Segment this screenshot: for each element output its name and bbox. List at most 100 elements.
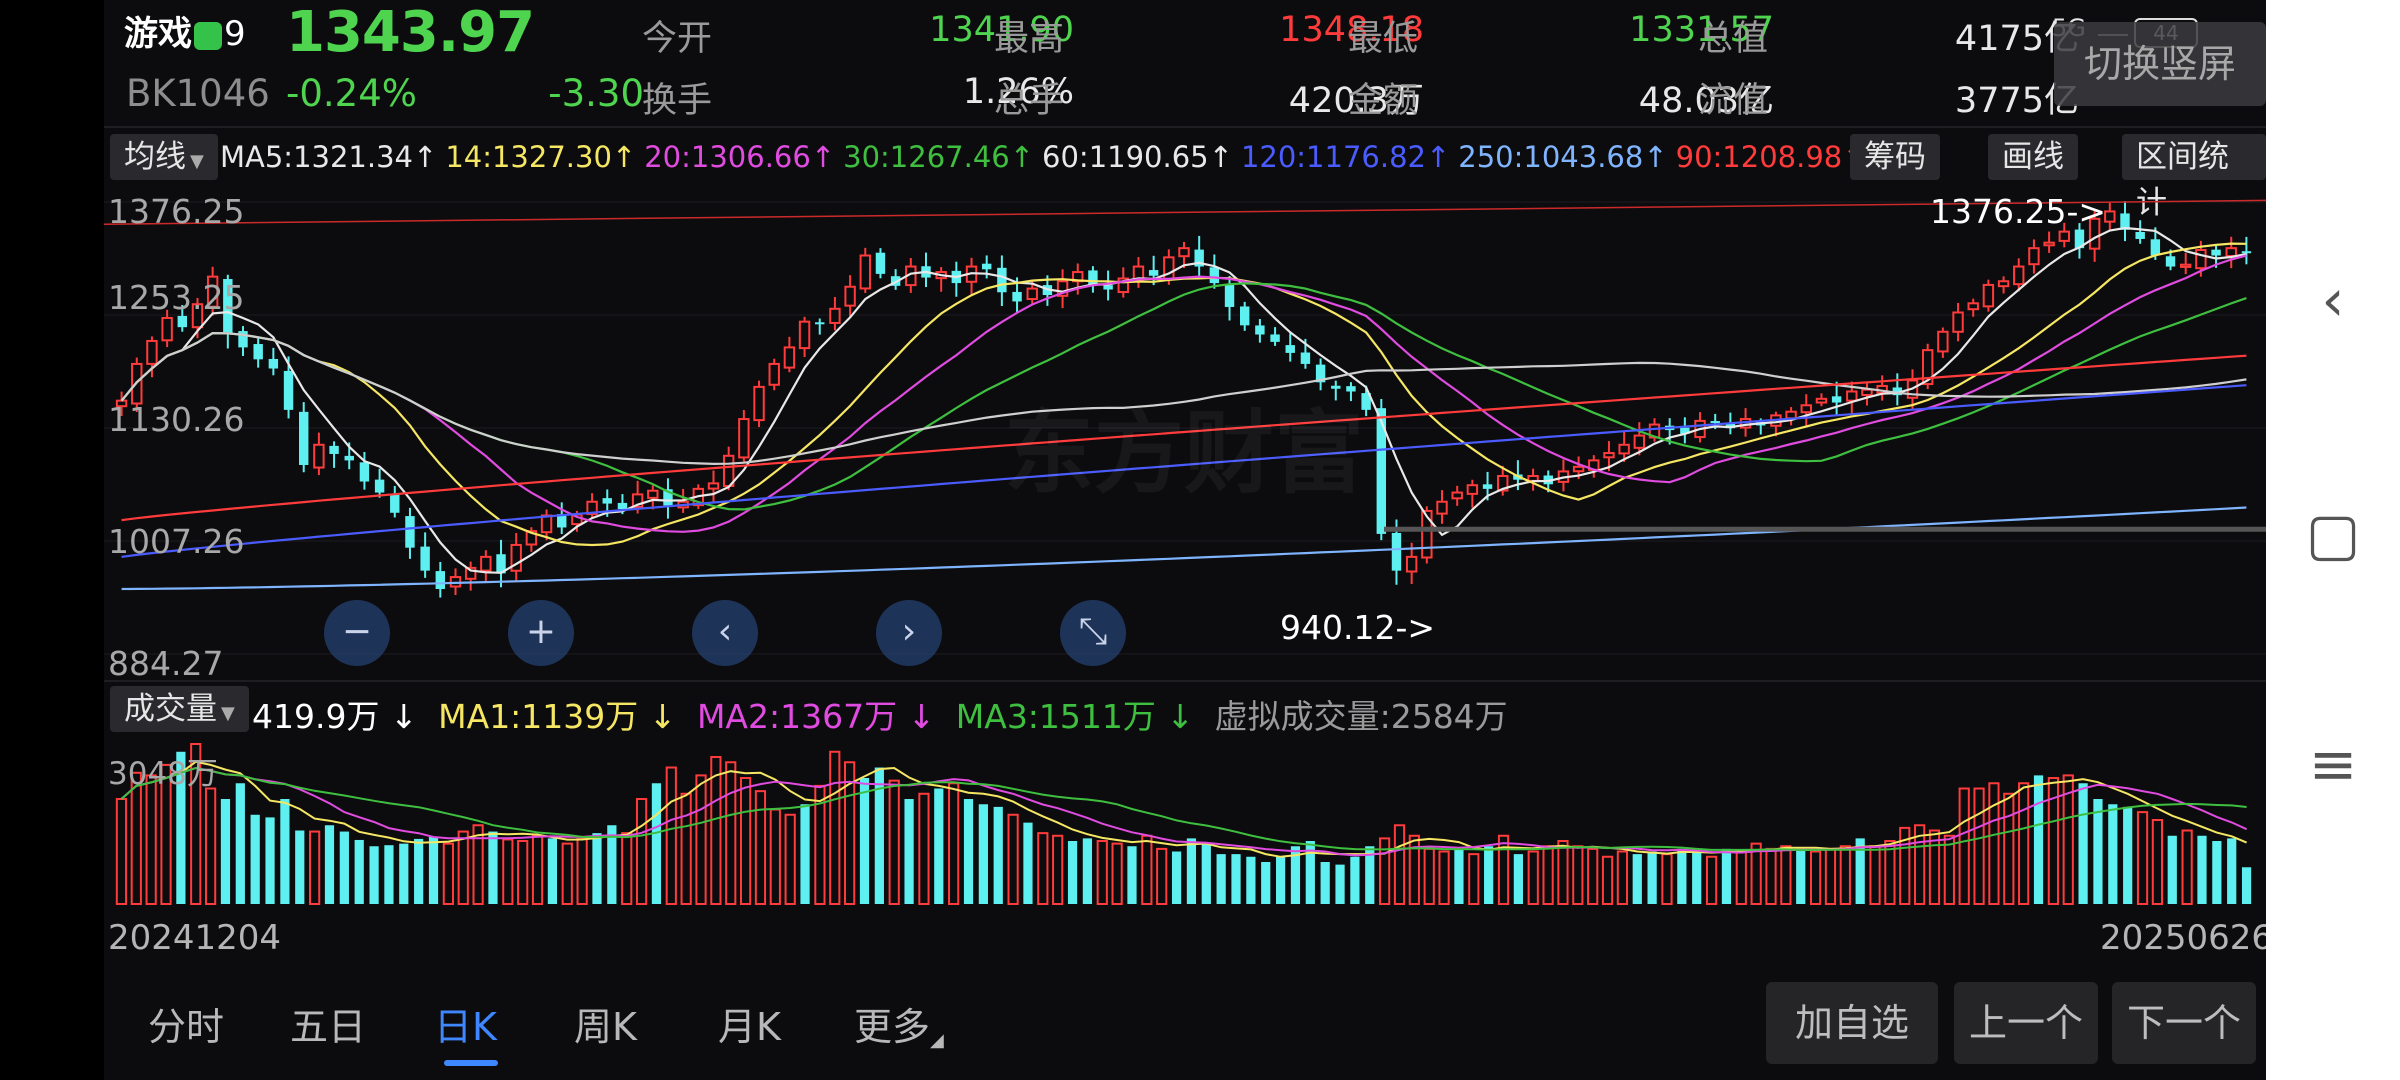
volume-bar bbox=[1988, 782, 2000, 905]
stat-label-total-hands: 总手 bbox=[994, 81, 1065, 121]
candle bbox=[496, 539, 506, 588]
chip-button[interactable]: 筹码 bbox=[1850, 134, 1940, 180]
fit-view-button[interactable]: ⤡ bbox=[1060, 600, 1126, 666]
candle bbox=[2058, 222, 2070, 248]
candle bbox=[1997, 276, 2010, 294]
volume-bar bbox=[1661, 853, 1673, 905]
candle bbox=[1800, 394, 1812, 427]
candle bbox=[1331, 380, 1341, 401]
candle bbox=[2241, 236, 2252, 265]
tab-intraday[interactable]: 分时 bbox=[148, 1005, 225, 1049]
volume-bar bbox=[635, 798, 648, 905]
scroll-left-button[interactable]: ‹ bbox=[692, 600, 758, 666]
candle bbox=[1815, 393, 1828, 407]
candlestick-chart[interactable] bbox=[104, 186, 2266, 680]
candle bbox=[1861, 382, 1873, 406]
zoom-out-button[interactable]: − bbox=[324, 600, 390, 666]
volume-bar bbox=[1705, 855, 1718, 905]
volume-bar bbox=[1632, 854, 1642, 904]
candle bbox=[480, 550, 492, 583]
candle bbox=[2225, 236, 2237, 269]
tab-five-day[interactable]: 五日 bbox=[290, 1005, 367, 1049]
back-icon[interactable]: ‹ bbox=[2321, 266, 2345, 334]
volume-bar bbox=[918, 792, 930, 905]
candle bbox=[875, 248, 886, 279]
candle bbox=[1255, 319, 1265, 343]
candle bbox=[283, 356, 294, 419]
recents-icon[interactable]: ≡ bbox=[2308, 730, 2358, 798]
next-button[interactable]: 下一个 bbox=[2112, 982, 2256, 1064]
volume-bar bbox=[1305, 841, 1315, 904]
volume-bar bbox=[1393, 824, 1406, 905]
date-end: 20250626 bbox=[2100, 918, 2266, 958]
stat-label-turnover: 换手 bbox=[642, 81, 713, 121]
volume-bar bbox=[561, 842, 573, 905]
volume-bar bbox=[517, 840, 529, 905]
volume-bar bbox=[754, 790, 767, 905]
previous-button[interactable]: 上一个 bbox=[1954, 982, 2098, 1064]
volume-bar bbox=[2136, 811, 2149, 905]
candle bbox=[1346, 382, 1356, 402]
candle bbox=[557, 502, 567, 535]
ma-value-4: 60:1190.65↑ bbox=[1042, 140, 1233, 174]
tab-more[interactable]: 更多◢ bbox=[854, 996, 944, 1051]
volume-ma1: MA1:1139万 bbox=[438, 697, 639, 736]
ma-selector[interactable]: 均线 ▼ bbox=[110, 134, 218, 180]
candle bbox=[464, 561, 477, 591]
volume-bar bbox=[145, 774, 157, 905]
volume-bar bbox=[1750, 842, 1762, 905]
volume-bar bbox=[1156, 847, 1168, 905]
ma60-line bbox=[120, 331, 2247, 466]
volume-chart[interactable] bbox=[104, 736, 2266, 906]
system-navigation-bar: ‹ ▢ ≡ bbox=[2266, 0, 2400, 1080]
volume-bar bbox=[1958, 787, 1970, 905]
zoom-in-button[interactable]: + bbox=[508, 600, 574, 666]
volume-selector[interactable]: 成交量 ▼ bbox=[110, 686, 249, 732]
volume-bar bbox=[1735, 850, 1747, 905]
volume-bar bbox=[1171, 851, 1182, 904]
volume-bar bbox=[859, 778, 870, 904]
drawn-trend-line[interactable] bbox=[104, 199, 2266, 226]
scroll-right-button[interactable]: › bbox=[876, 600, 942, 666]
candle bbox=[997, 255, 1007, 307]
volume-bar bbox=[1007, 813, 1019, 905]
switch-portrait-button[interactable]: 切换竖屏 bbox=[2054, 22, 2266, 106]
volume-bar bbox=[725, 761, 737, 906]
candle bbox=[299, 402, 309, 473]
volume-bar bbox=[2033, 775, 2044, 904]
candle bbox=[2135, 220, 2145, 244]
dropdown-icon: ▼ bbox=[190, 151, 204, 172]
active-tab-indicator bbox=[444, 1060, 498, 1066]
volume-bar bbox=[2241, 867, 2252, 904]
volume-bar bbox=[457, 830, 469, 905]
ma-value-1: 14:1327.30↑ bbox=[445, 140, 637, 174]
candle bbox=[1497, 465, 1509, 496]
candle bbox=[1967, 298, 1979, 317]
volume-bar bbox=[190, 743, 202, 905]
volume-bar bbox=[1899, 826, 1911, 905]
add-watchlist-button[interactable]: 加自选 bbox=[1766, 982, 1938, 1064]
candle bbox=[2088, 210, 2101, 262]
volume-bar bbox=[769, 808, 781, 905]
candle bbox=[1056, 269, 1069, 309]
range-stats-button[interactable]: 区间统计 bbox=[2122, 134, 2266, 221]
date-start: 20241204 bbox=[108, 918, 282, 958]
candle bbox=[829, 296, 841, 331]
stat-value-low: 1331.57 bbox=[1629, 10, 1774, 50]
volume-bar bbox=[1423, 847, 1435, 905]
tab-monthly-k[interactable]: 月K bbox=[718, 1005, 781, 1049]
volume-bar bbox=[784, 813, 796, 905]
home-icon[interactable]: ▢ bbox=[2305, 500, 2361, 568]
tab-weekly-k[interactable]: 周K bbox=[574, 1005, 637, 1049]
volume-bar bbox=[1914, 824, 1926, 905]
volume-bar bbox=[354, 839, 364, 904]
volume-bar bbox=[1408, 834, 1420, 905]
volume-ma3-arrow: ↓ bbox=[1166, 697, 1195, 736]
volume-bar bbox=[1111, 842, 1123, 905]
tab-daily-k[interactable]: 日K bbox=[434, 1005, 497, 1049]
stat-label-amount: 金额 bbox=[1348, 81, 1419, 121]
volume-bar bbox=[1869, 845, 1881, 905]
volume-bar bbox=[1290, 846, 1301, 904]
ma-value-6: 250:1043.68↑ bbox=[1458, 140, 1668, 174]
draw-line-button[interactable]: 画线 bbox=[1988, 134, 2078, 180]
